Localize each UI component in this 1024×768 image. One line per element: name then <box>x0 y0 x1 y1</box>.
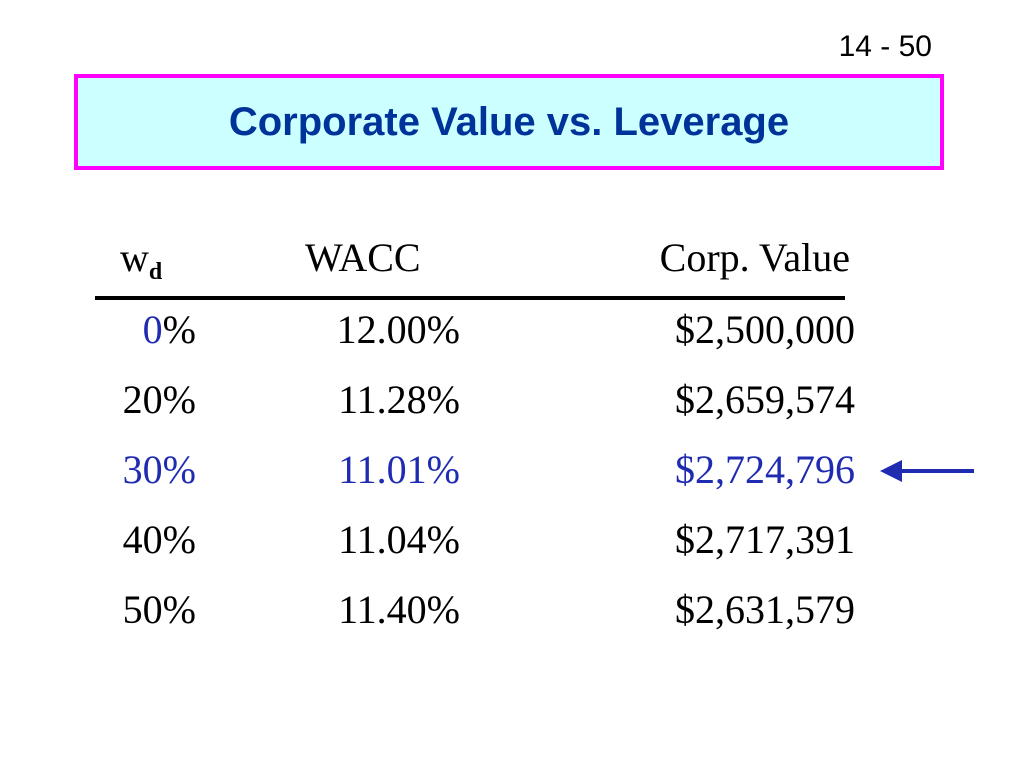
cell-wd: 20% <box>122 377 196 422</box>
cell-wd-percent: % <box>162 307 196 352</box>
cell-wd: 30% <box>122 447 196 492</box>
cell-wacc: 11.01% <box>338 447 460 492</box>
page-number: 14 - 50 <box>838 30 932 63</box>
cell-wacc: 12.00% <box>336 307 460 352</box>
header-wd-subscript: d <box>148 259 163 285</box>
table-row: 0% 12.00% $2,500,000 <box>0 302 1024 372</box>
cell-wacc: 11.04% <box>338 517 460 562</box>
cell-corp-value: $2,659,574 <box>675 377 855 422</box>
cell-wd: 40% <box>122 517 196 562</box>
cell-wd: 50% <box>122 587 196 632</box>
cell-wd-number: 0 <box>142 307 163 352</box>
header-wacc: WACC <box>305 235 421 280</box>
cell-corp-value: $2,500,000 <box>675 307 855 352</box>
header-wd-main: w <box>120 235 149 280</box>
header-wd: wd <box>120 235 180 285</box>
cell-wd: 0% <box>86 302 196 358</box>
cell-wacc: 11.40% <box>338 587 460 632</box>
table-row: 40% 11.04% $2,717,391 <box>0 512 1024 582</box>
header-corp-value: Corp. Value <box>659 235 850 280</box>
cell-corp-value: $2,631,579 <box>675 587 855 632</box>
cell-corp-value: $2,717,391 <box>675 517 855 562</box>
table-row: 20% 11.28% $2,659,574 <box>0 372 1024 442</box>
header-rule <box>95 296 845 300</box>
table-row: 50% 11.40% $2,631,579 <box>0 582 1024 652</box>
cell-wacc: 11.28% <box>338 377 460 422</box>
left-arrow-icon <box>880 460 974 482</box>
cell-corp-value: $2,724,796 <box>675 447 855 492</box>
slide-title: Corporate Value vs. Leverage <box>228 100 790 144</box>
table-row-highlighted: 30% 11.01% $2,724,796 <box>0 442 1024 512</box>
title-box: Corporate Value vs. Leverage <box>74 74 944 170</box>
